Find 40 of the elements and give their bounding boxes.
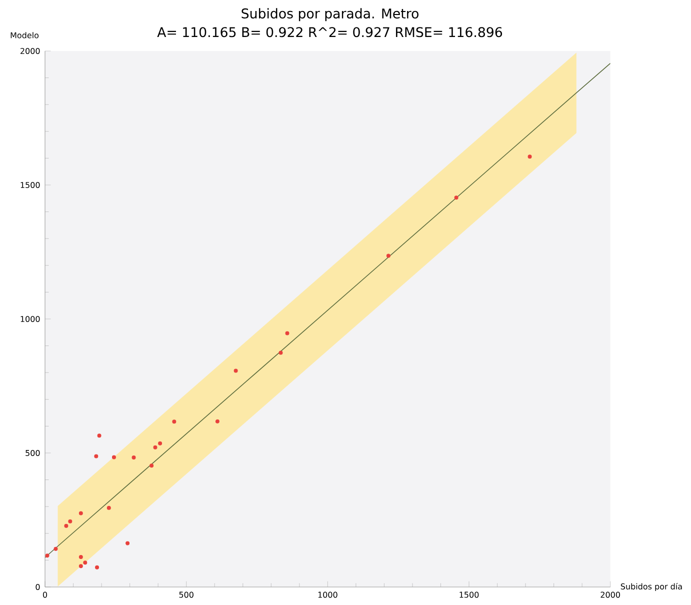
y-tick-label: 1500 — [20, 182, 40, 188]
y-tick-label: 1000 — [20, 316, 40, 322]
point — [153, 445, 158, 450]
x-axis-title: Subidos por día — [620, 582, 682, 592]
y-tick-label: 0 — [36, 584, 40, 590]
point — [97, 434, 102, 438]
point — [285, 331, 290, 336]
point — [386, 254, 390, 258]
point — [68, 519, 72, 524]
point — [454, 196, 458, 200]
x-tick-label: 1500 — [460, 592, 479, 598]
point — [83, 560, 88, 565]
point — [64, 524, 68, 528]
y-tick-label: 500 — [26, 450, 40, 456]
point — [78, 554, 83, 559]
point — [215, 419, 220, 424]
x-tick-label: 2000 — [600, 592, 620, 598]
chart-title: Subidos por parada. Metro — [242, 8, 418, 22]
point — [172, 420, 176, 424]
point — [95, 565, 100, 570]
point — [278, 350, 283, 355]
point — [78, 511, 83, 516]
chart-subtitle: A= 110.165 B= 0.922 R^2= 0.927 RMSE= 116.896 — [157, 27, 502, 38]
point — [150, 464, 154, 468]
x-tick-label: 1000 — [318, 592, 338, 598]
y-tick-label: 2000 — [20, 48, 40, 54]
point — [45, 554, 50, 558]
x-tick-label: 500 — [179, 592, 194, 598]
point — [126, 541, 130, 546]
point — [106, 506, 111, 510]
point — [234, 368, 238, 373]
point — [528, 154, 532, 159]
x-tick-label: 0 — [42, 592, 48, 598]
point — [132, 456, 136, 460]
point — [112, 455, 116, 460]
point — [54, 546, 58, 551]
point — [158, 441, 162, 446]
y-axis-title: Modelo — [10, 32, 39, 38]
point — [94, 454, 98, 458]
point — [78, 564, 83, 568]
